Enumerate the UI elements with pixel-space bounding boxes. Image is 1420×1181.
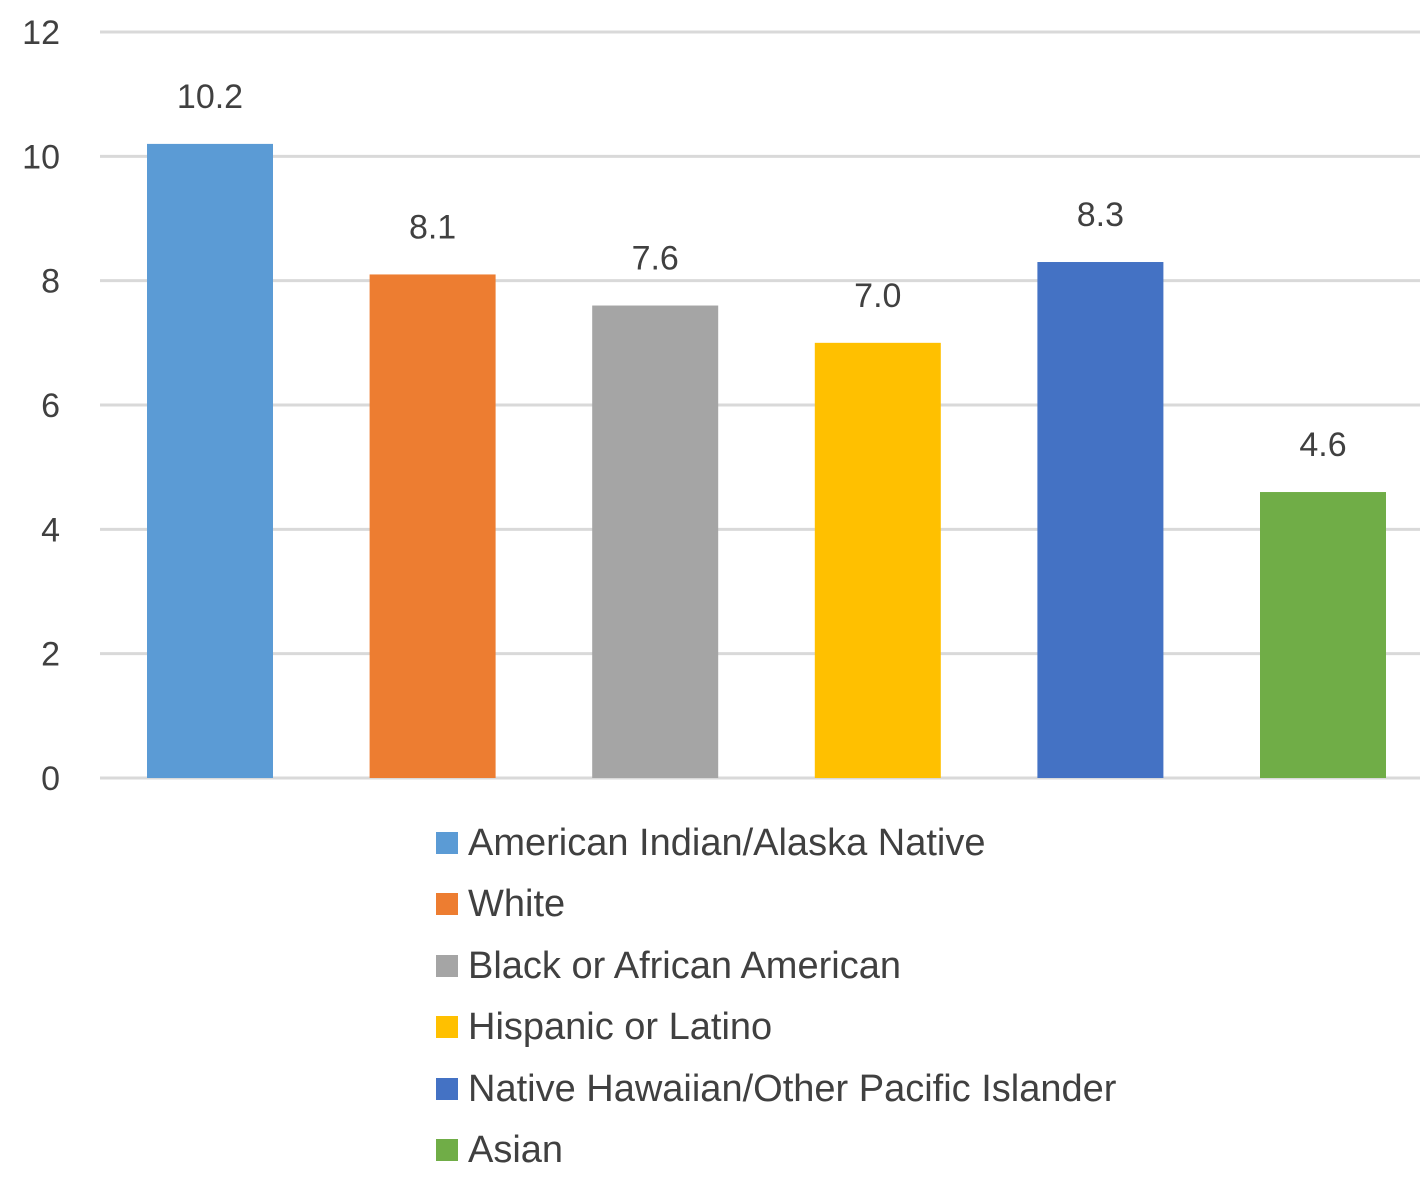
bar <box>815 343 941 778</box>
legend-item: Black or African American <box>436 935 1196 997</box>
y-tick-label: 0 <box>41 760 60 798</box>
bar <box>1037 262 1163 778</box>
legend-label: Hispanic or Latino <box>468 1008 772 1046</box>
legend-swatch <box>436 955 458 977</box>
bar <box>370 274 496 778</box>
legend-swatch <box>436 1139 458 1161</box>
legend-swatch <box>436 1078 458 1100</box>
bar <box>1260 492 1386 778</box>
legend-label: Black or African American <box>468 947 901 985</box>
bar-chart: 0 2 4 6 8 10 12 10.2 8.1 7.6 7.0 8.3 4.6 <box>0 0 1420 800</box>
legend-item: Native Hawaiian/Other Pacific Islander <box>436 1058 1196 1120</box>
y-tick-label: 12 <box>22 14 60 52</box>
legend-item: White <box>436 874 1196 936</box>
y-tick-label: 4 <box>41 511 60 549</box>
y-tick-label: 6 <box>41 387 60 425</box>
y-axis-tick-labels: 0 2 4 6 8 10 12 <box>22 14 60 798</box>
legend-swatch <box>436 1016 458 1038</box>
data-label: 8.1 <box>409 208 456 246</box>
bar <box>592 306 718 778</box>
data-label: 8.3 <box>1077 196 1124 234</box>
bar <box>147 144 273 778</box>
gridlines <box>100 32 1420 778</box>
legend-swatch <box>436 893 458 915</box>
legend-item: Asian <box>436 1120 1196 1181</box>
legend-item: Hispanic or Latino <box>436 997 1196 1059</box>
legend-label: American Indian/Alaska Native <box>468 824 985 862</box>
data-label: 10.2 <box>177 78 243 116</box>
data-label: 4.6 <box>1299 426 1346 464</box>
data-label: 7.6 <box>632 240 679 278</box>
data-label: 7.0 <box>854 277 901 315</box>
legend-item: American Indian/Alaska Native <box>436 812 1196 874</box>
legend: American Indian/Alaska Native White Black … <box>436 812 1196 1181</box>
bars <box>147 144 1386 778</box>
y-tick-label: 10 <box>22 138 60 176</box>
legend-swatch <box>436 832 458 854</box>
legend-label: White <box>468 885 565 923</box>
legend-label: Native Hawaiian/Other Pacific Islander <box>468 1070 1116 1108</box>
legend-label: Asian <box>468 1131 563 1169</box>
y-tick-label: 8 <box>41 263 60 301</box>
y-tick-label: 2 <box>41 636 60 674</box>
